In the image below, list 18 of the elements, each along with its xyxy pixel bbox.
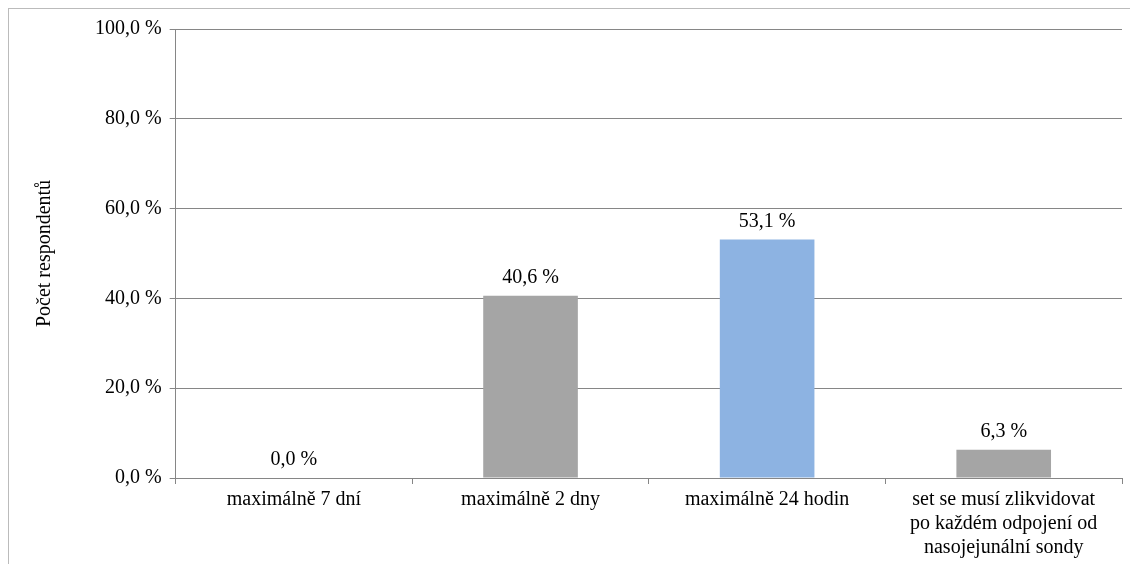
x-tick-label: maximálně 7 dní xyxy=(226,487,362,510)
bar xyxy=(956,449,1052,478)
bar xyxy=(719,239,815,478)
y-tick-label: 40,0 % xyxy=(104,285,162,308)
data-label: 6,3 % xyxy=(980,418,1028,441)
x-tick-label: maximálně 24 hodin xyxy=(684,487,850,510)
y-tick-label: 20,0 % xyxy=(104,375,162,398)
y-tick-label: 0,0 % xyxy=(114,465,162,488)
y-tick-label: 100,0 % xyxy=(94,16,162,39)
data-label: 40,6 % xyxy=(502,264,559,287)
y-tick-label: 60,0 % xyxy=(104,195,162,218)
x-tick-label: set se musí zlikvidovat po každém odpojení od nasojejunální sondy xyxy=(910,487,1098,559)
bar xyxy=(483,295,578,478)
x-tick-label: maximálně 2 dny xyxy=(461,487,600,511)
data-label: 53,1 % xyxy=(738,208,796,231)
y-axis-title: Počet respondentů xyxy=(32,179,56,328)
y-tick-label: 80,0 % xyxy=(104,106,162,129)
data-label: 0,0 % xyxy=(270,447,318,470)
